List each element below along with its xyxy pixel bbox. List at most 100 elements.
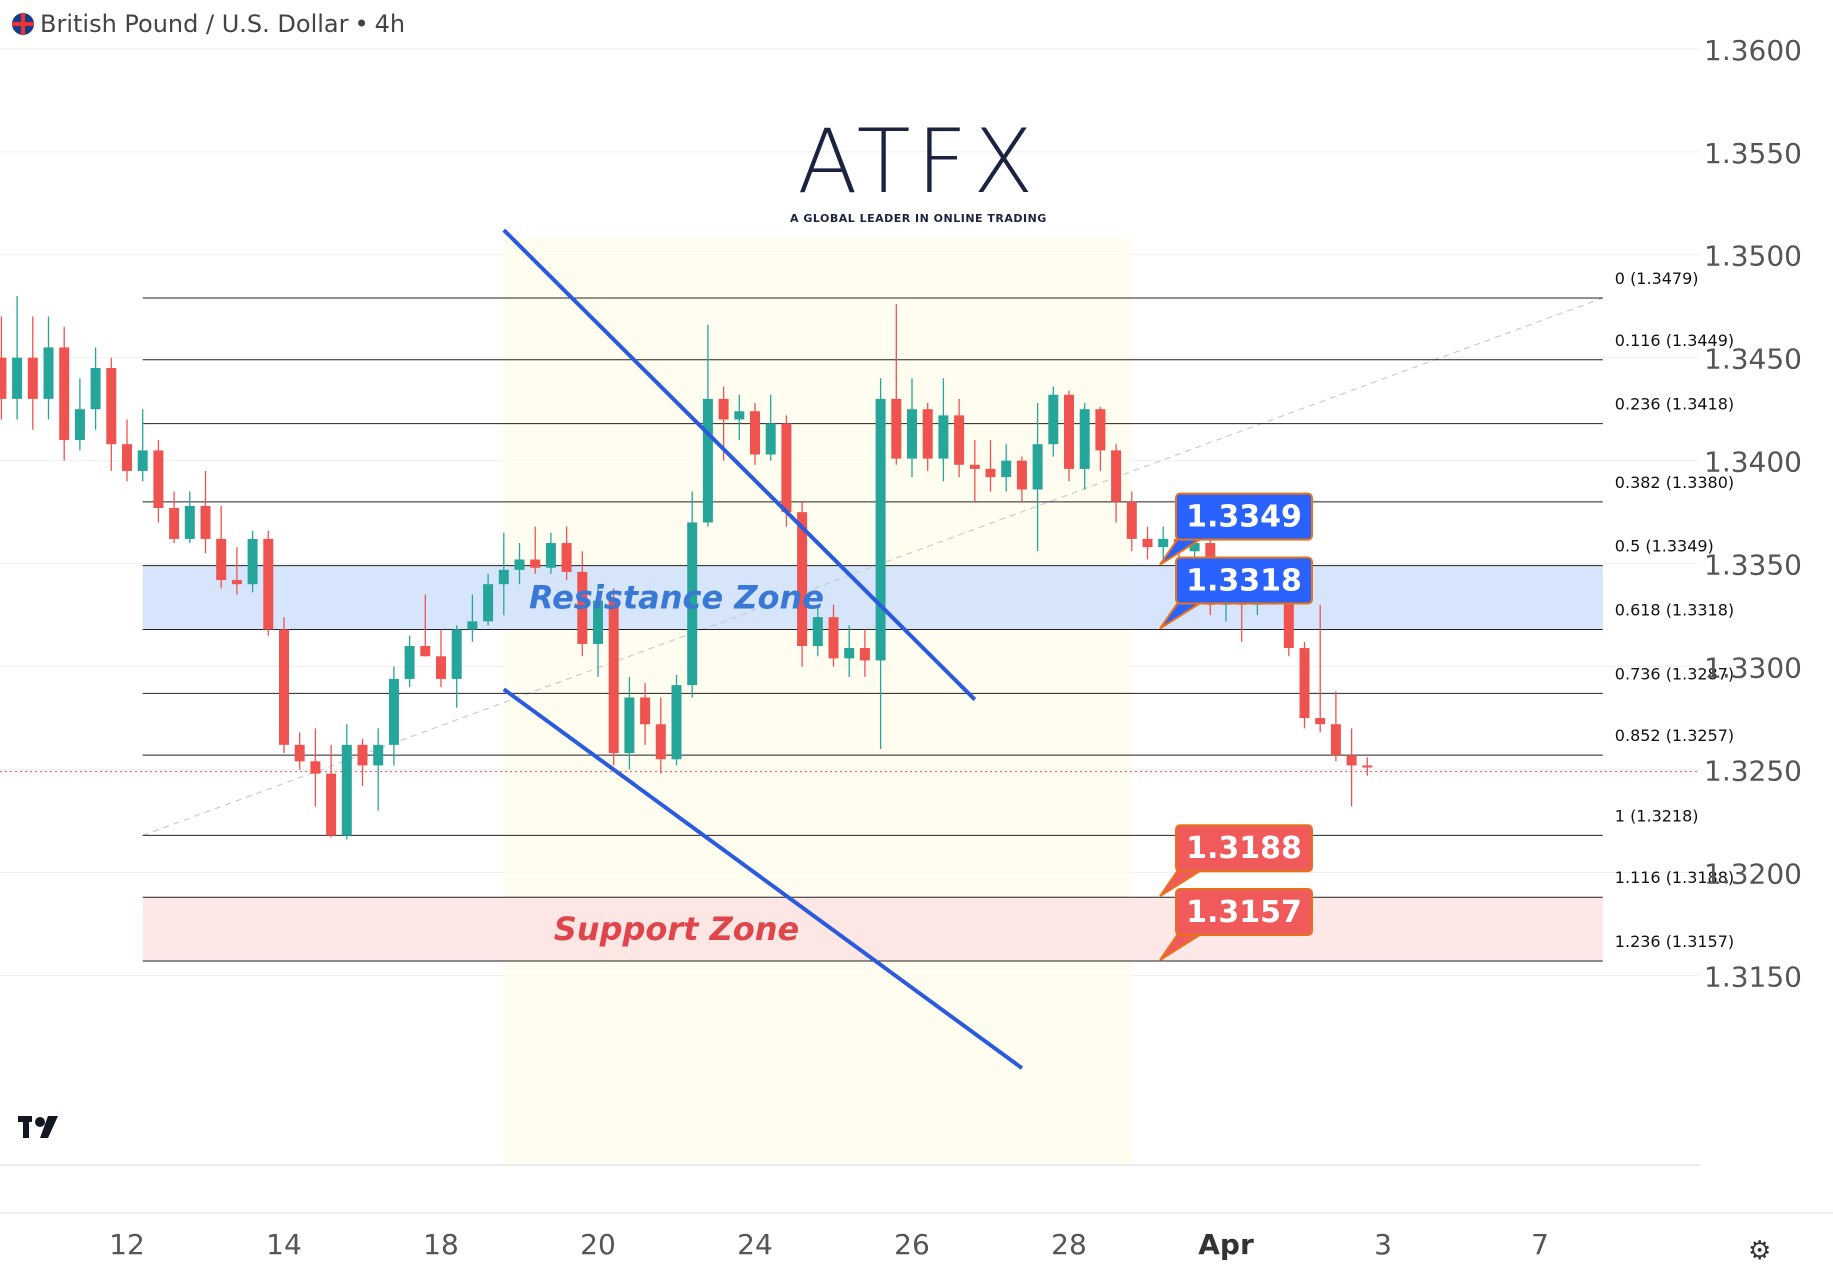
fib-level-label: 0.236 (1.3418) xyxy=(1615,395,1734,414)
candle-body xyxy=(514,559,525,570)
candle-body xyxy=(137,450,148,471)
candle-body xyxy=(483,584,494,622)
candle-body xyxy=(200,505,211,539)
support-zone-band xyxy=(142,897,1603,962)
candle-body xyxy=(310,761,321,774)
descending-channel[interactable] xyxy=(502,228,1024,1070)
candle-body xyxy=(844,648,855,659)
candle-body xyxy=(655,724,666,760)
zone-labels: Resistance Zone Support Zone xyxy=(529,579,824,949)
candle-body xyxy=(1283,575,1294,649)
fib-level-label: 0.618 (1.3318) xyxy=(1615,601,1734,620)
callout-value: 1.3157 xyxy=(1186,895,1302,930)
tradingview-logo-icon[interactable] xyxy=(18,1116,66,1146)
fib-level-label: 0.736 (1.3287) xyxy=(1615,664,1734,683)
candle-body xyxy=(1362,765,1373,768)
x-tick-label: 7 xyxy=(1531,1228,1549,1261)
candle-body xyxy=(797,512,808,646)
candle-body xyxy=(1330,724,1341,756)
fib-level-label: 1.116 (1.3188) xyxy=(1615,868,1734,887)
candle-body xyxy=(279,629,289,745)
callout-box xyxy=(1175,824,1313,873)
y-tick-label: 1.3550 xyxy=(1704,137,1802,170)
fib-level-label: 0.116 (1.3449) xyxy=(1615,331,1734,350)
callout-value: 1.3318 xyxy=(1186,564,1302,599)
axes: 1.3600 1.3550 1.3500 1.3450 1.3400 1.3350 1.33… xyxy=(0,34,1833,1261)
candle-body xyxy=(593,600,603,644)
fib-level-label: 0.852 (1.3257) xyxy=(1615,726,1734,745)
candle-body xyxy=(294,744,305,762)
x-tick-label: 24 xyxy=(737,1228,773,1261)
candle-body xyxy=(467,621,478,630)
projection-area xyxy=(503,238,1132,1165)
candle-body xyxy=(671,685,682,760)
candle-body xyxy=(608,600,619,754)
y-tick-label: 1.3300 xyxy=(1704,652,1802,685)
candle-body xyxy=(12,357,23,399)
callout-box xyxy=(1175,492,1313,541)
candle-body xyxy=(1079,409,1090,469)
x-tick-label: 20 xyxy=(580,1228,616,1261)
y-tick-label: 1.3600 xyxy=(1704,34,1802,67)
candle-body xyxy=(404,645,415,679)
candle-body xyxy=(985,468,996,478)
callout-box xyxy=(1175,888,1313,937)
y-tick-label: 1.3500 xyxy=(1704,240,1802,273)
candle-body xyxy=(922,409,933,459)
candle-body xyxy=(954,415,965,465)
callout-value: 1.3349 xyxy=(1186,500,1302,535)
y-tick-label: 1.3150 xyxy=(1704,960,1802,993)
candle-body xyxy=(169,508,180,539)
candle-body xyxy=(545,543,556,568)
candle-body xyxy=(27,357,38,399)
candle-body xyxy=(1315,718,1326,725)
candle-body xyxy=(90,368,101,410)
candle-body xyxy=(436,656,446,679)
candle-body xyxy=(859,648,870,661)
candle-body xyxy=(1346,755,1357,766)
candle-body xyxy=(891,398,902,459)
header-separator: • xyxy=(354,10,369,38)
candle-body xyxy=(373,744,384,766)
candle-body xyxy=(812,617,823,646)
callout-value: 1.3188 xyxy=(1186,831,1302,866)
candle-body xyxy=(1111,450,1122,502)
candle-body xyxy=(263,538,274,630)
candle-body xyxy=(1032,444,1043,490)
candle-body xyxy=(451,629,462,679)
x-tick-label: 26 xyxy=(894,1228,930,1261)
candle-body xyxy=(969,464,980,469)
candle-body xyxy=(43,347,54,399)
timeframe-label[interactable]: 4h xyxy=(374,10,406,38)
fib-level-label: 0.5 (1.3349) xyxy=(1615,537,1714,556)
candle-body xyxy=(687,522,698,686)
background-zones xyxy=(142,238,1603,1165)
candle-body xyxy=(765,423,776,455)
candle-body xyxy=(1016,460,1027,490)
x-tick-label: 18 xyxy=(423,1228,459,1261)
y-tick-label: 1.3350 xyxy=(1704,549,1802,582)
candle-body xyxy=(420,645,431,657)
callout-box xyxy=(1175,556,1313,605)
logo-wordmark: ATFX xyxy=(797,110,1040,213)
candle-body xyxy=(1189,543,1200,552)
candle-body xyxy=(907,409,917,459)
gear-icon[interactable]: ⚙ xyxy=(1748,1236,1772,1266)
candle-body xyxy=(184,505,195,539)
candle-body xyxy=(1095,409,1106,451)
atfx-logo: ATFX A GLOBAL LEADER IN ONLINE TRADING xyxy=(790,110,1047,226)
candle-body xyxy=(577,571,588,644)
candle-body xyxy=(1064,394,1074,469)
candle-body xyxy=(153,450,164,509)
channel-upper-line xyxy=(502,228,977,701)
fibonacci-levels: 0 (1.3479) 0.116 (1.3449) 0.236 (1.3418) 0.… xyxy=(0,269,1734,962)
candle-body xyxy=(1142,538,1153,548)
candle-body xyxy=(1299,648,1310,719)
candle-body xyxy=(1048,394,1059,445)
y-tick-label: 1.3400 xyxy=(1704,446,1802,479)
price-callouts[interactable]: 1.3349 1.3318 1.3188 1.3157 xyxy=(1159,492,1313,961)
resistance-zone-label: Resistance Zone xyxy=(529,579,824,617)
y-tick-label: 1.3250 xyxy=(1704,755,1802,788)
candle-body xyxy=(624,697,635,754)
